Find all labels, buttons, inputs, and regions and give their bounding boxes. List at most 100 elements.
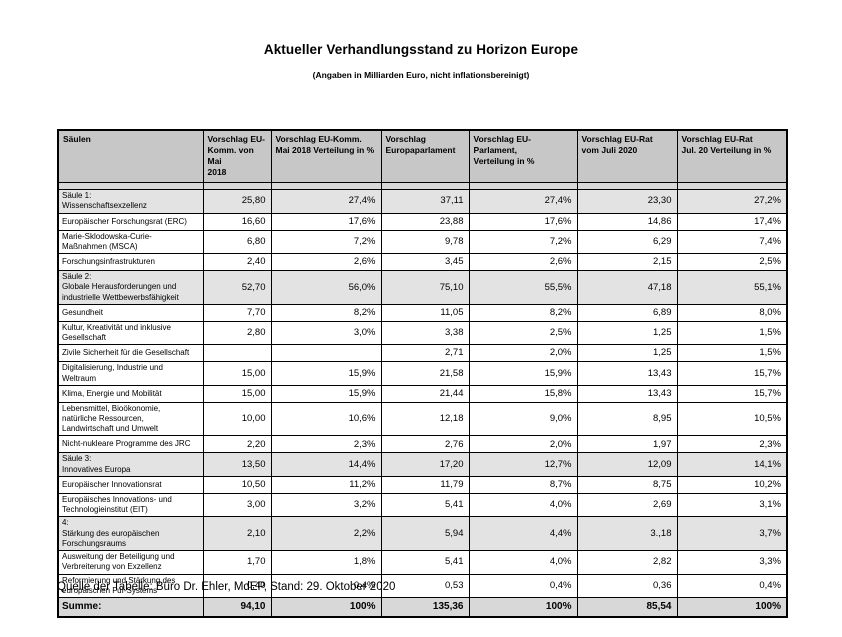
cell-value: 100% <box>270 597 382 618</box>
cell-value: 0,40 <box>202 573 272 599</box>
cell-value: 1,70 <box>202 550 272 575</box>
cell-value: 27,4% <box>270 189 382 214</box>
row-label: Summe: <box>57 597 204 618</box>
cell-value <box>380 182 470 191</box>
cell-value: 2,10 <box>202 516 272 552</box>
table-row: Marie-Sklodowska-Curie- Maßnahmen (MSCA)… <box>57 229 788 255</box>
table-row: Gesundheit 7,70 8,2% 11,05 8,2% 6,89 8,0% <box>57 303 788 322</box>
cell-value: 23,30 <box>576 189 678 214</box>
cell-value: 55,1% <box>676 270 788 305</box>
cell-value: 8,95 <box>576 401 678 437</box>
cell-value: 15,7% <box>676 361 788 386</box>
cell-value: 15,8% <box>468 384 578 403</box>
table-row: Ausweitung der Beteiligung und Verbreite… <box>57 550 788 575</box>
cell-value: 3,1% <box>676 492 788 518</box>
cell-value: 27,2% <box>676 189 788 214</box>
table-row: Zivile Sicherheit für die Gesellschaft 2,… <box>57 344 788 363</box>
cell-value: 13,50 <box>202 452 272 477</box>
cell-value: 15,9% <box>468 361 578 386</box>
column-header: Säulen <box>57 129 204 184</box>
cell-value: 7,4% <box>676 229 788 255</box>
cell-value: 11,2% <box>270 475 382 494</box>
table-row <box>57 182 788 191</box>
cell-value: 3.,18 <box>576 516 678 552</box>
cell-value: 2,3% <box>270 435 382 454</box>
cell-value: 15,00 <box>202 361 272 386</box>
cell-value: 2,0% <box>468 435 578 454</box>
cell-value: 135,36 <box>380 597 470 618</box>
cell-value: 15,7% <box>676 384 788 403</box>
row-label: Kultur, Kreativität und inklusive Gesell… <box>57 320 204 346</box>
table-header-row: Säulen Vorschlag EU- Komm. von Mai 2018 Vo… <box>57 129 788 184</box>
row-label: Säule 2: Globale Herausforderungen und i… <box>57 270 204 305</box>
cell-value: 2,71 <box>380 344 470 363</box>
cell-value: 4,0% <box>468 492 578 518</box>
row-label: Gesundheit <box>57 303 204 322</box>
cell-value: 3,3% <box>676 550 788 575</box>
cell-value: 15,00 <box>202 384 272 403</box>
table-row: Europäischer Innovationsrat 10,50 11,2% 11,… <box>57 475 788 494</box>
cell-value: 5,41 <box>380 550 470 575</box>
cell-value: 10,5% <box>676 401 788 437</box>
cell-value: 8,2% <box>468 303 578 322</box>
cell-value: 1,25 <box>576 320 678 346</box>
cell-value: 3,0% <box>270 320 382 346</box>
cell-value: 15,9% <box>270 361 382 386</box>
cell-value: 12,09 <box>576 452 678 477</box>
table-row: Europäischer Forschungsrat (ERC) 16,60 17,… <box>57 212 788 231</box>
row-label: Europäischer Innovationsrat <box>57 475 204 494</box>
cell-value: 2,20 <box>202 435 272 454</box>
cell-value: 1,97 <box>576 435 678 454</box>
cell-value: 2,5% <box>676 253 788 272</box>
cell-value: 100% <box>468 597 578 618</box>
table-row: Kultur, Kreativität und inklusive Gesell… <box>57 320 788 346</box>
table-row: Forschungsinfrastrukturen 2,40 2,6% 3,45 2,6… <box>57 253 788 272</box>
cell-value: 11,79 <box>380 475 470 494</box>
cell-value: 47,18 <box>576 270 678 305</box>
row-label: Europäischer Forschungsrat (ERC) <box>57 212 204 231</box>
cell-value: 8,7% <box>468 475 578 494</box>
cell-value: 10,50 <box>202 475 272 494</box>
cell-value: 17,4% <box>676 212 788 231</box>
cell-value: 1,25 <box>576 344 678 363</box>
cell-value: 16,60 <box>202 212 272 231</box>
cell-value <box>270 344 382 363</box>
cell-value <box>202 182 272 191</box>
table-row: Säule 2: Globale Herausforderungen und i… <box>57 270 788 305</box>
cell-value: 21,58 <box>380 361 470 386</box>
cell-value: 75,10 <box>380 270 470 305</box>
table-row: Lebensmittel, Bioökonomie, natürliche Re… <box>57 401 788 437</box>
cell-value: 8,75 <box>576 475 678 494</box>
row-label <box>57 182 204 191</box>
cell-value: 94,10 <box>202 597 272 618</box>
cell-value: 10,6% <box>270 401 382 437</box>
cell-value: 3,7% <box>676 516 788 552</box>
cell-value: 23,88 <box>380 212 470 231</box>
row-label: Lebensmittel, Bioökonomie, natürliche Re… <box>57 401 204 437</box>
table-row: Summe: 94,10 100% 135,36 100% 85,54 100% <box>57 597 788 618</box>
cell-value: 12,7% <box>468 452 578 477</box>
cell-value: 6,29 <box>576 229 678 255</box>
table-row: Europäisches Innovations- und Technologi… <box>57 492 788 518</box>
cell-value: 7,70 <box>202 303 272 322</box>
cell-value: 4,4% <box>468 516 578 552</box>
cell-value: 13,43 <box>576 361 678 386</box>
cell-value: 2,76 <box>380 435 470 454</box>
cell-value: 56,0% <box>270 270 382 305</box>
cell-value: 4,0% <box>468 550 578 575</box>
cell-value: 2,40 <box>202 253 272 272</box>
cell-value: 17,6% <box>468 212 578 231</box>
cell-value: 14,4% <box>270 452 382 477</box>
cell-value: 55,5% <box>468 270 578 305</box>
cell-value: 13,43 <box>576 384 678 403</box>
cell-value: 5,94 <box>380 516 470 552</box>
cell-value: 2,5% <box>468 320 578 346</box>
cell-value: 10,2% <box>676 475 788 494</box>
cell-value: 3,45 <box>380 253 470 272</box>
table-row: Säule 3: Innovatives Europa 13,50 14,4% 17,… <box>57 452 788 477</box>
cell-value: 2,2% <box>270 516 382 552</box>
cell-value <box>270 182 382 191</box>
cell-value: 25,80 <box>202 189 272 214</box>
cell-value: 7,2% <box>270 229 382 255</box>
cell-value: 0,36 <box>576 573 678 599</box>
